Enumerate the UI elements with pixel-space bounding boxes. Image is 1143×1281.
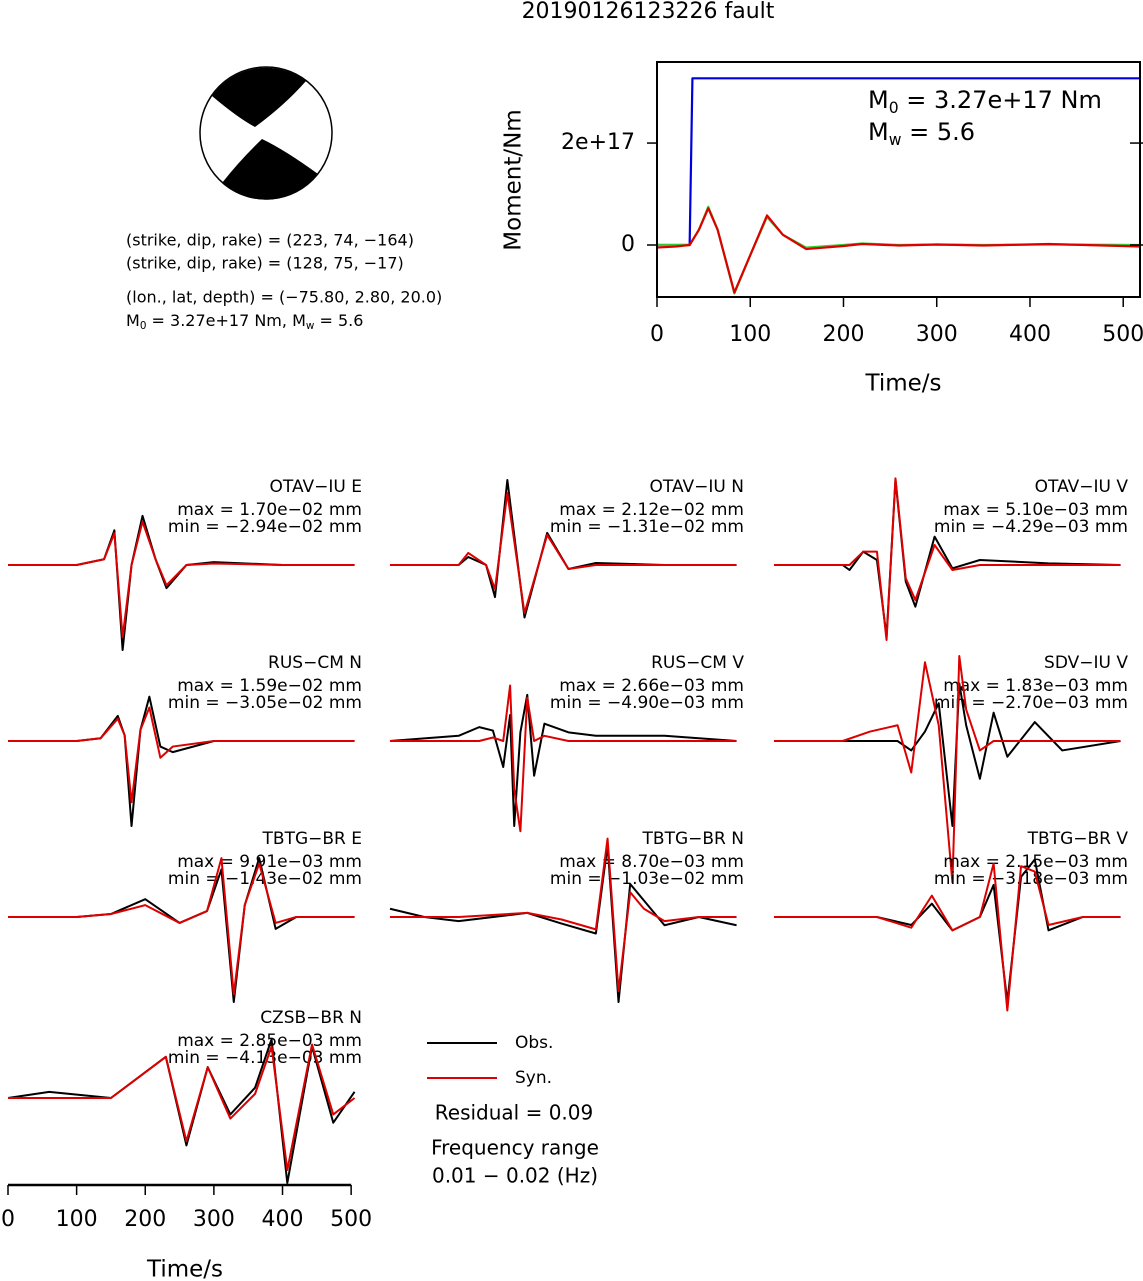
mechanism-text: (strike, dip, rake) = (223, 74, −164) <box>126 231 414 250</box>
synthetic-trace <box>8 857 355 996</box>
subscript: 0 <box>140 320 147 332</box>
station-label: TBTG−BR V <box>1027 829 1129 849</box>
min-label: min = −2.70e−03 mm <box>934 693 1128 713</box>
subscript: w <box>889 131 902 149</box>
text-part: M <box>868 118 889 146</box>
synthetic-trace <box>8 520 355 639</box>
max-label: max = 9.91e−03 mm <box>177 852 362 872</box>
mechanism-moment: M0 = 3.27e+17 Nm, Mw = 5.6 <box>126 311 363 332</box>
beachball-compression <box>222 139 318 200</box>
text-part: M <box>868 86 889 114</box>
synthetic-trace <box>8 1043 356 1172</box>
text-part: = 5.6 <box>314 311 363 330</box>
x-tick-label: 100 <box>729 322 771 347</box>
plot-frame <box>656 61 1141 298</box>
x-tick-label: 500 <box>330 1207 372 1232</box>
residual: Residual = 0.09 <box>435 1101 593 1125</box>
moment-annotation: Mw = 5.6 <box>868 118 975 149</box>
x-tick-label: 300 <box>193 1207 235 1232</box>
synthetic-trace <box>8 706 355 804</box>
frequency-title: Frequency range <box>431 1136 599 1160</box>
x-tick-label: 300 <box>916 322 958 347</box>
subscript: w <box>306 320 315 332</box>
max-label: max = 5.10e−03 mm <box>943 500 1128 520</box>
min-label: min = −3.05e−02 mm <box>168 693 362 713</box>
x-tick-label: 0 <box>650 322 664 347</box>
min-label: min = −2.94e−02 mm <box>168 517 362 537</box>
max-label: max = 2.12e−02 mm <box>559 500 744 520</box>
y-axis-label: Moment/Nm <box>501 109 527 250</box>
mechanism-text: (strike, dip, rake) = (128, 75, −17) <box>126 254 404 273</box>
min-label: min = −4.90e−03 mm <box>550 693 744 713</box>
max-label: max = 1.59e−02 mm <box>177 676 362 696</box>
synthetic-trace <box>390 491 737 615</box>
synthetic-trace <box>774 862 1121 1012</box>
min-label: min = −4.29e−03 mm <box>934 517 1128 537</box>
station-label: OTAV−IU N <box>650 477 744 497</box>
station-label: OTAV−IU V <box>1035 477 1129 497</box>
legend-label: Obs. <box>515 1033 553 1053</box>
beachball <box>199 66 333 200</box>
y-tick-label: 0 <box>621 232 635 257</box>
min-label: min = −3.18e−03 mm <box>934 869 1128 889</box>
min-label: min = −1.03e−02 mm <box>550 869 744 889</box>
text-part: = 3.27e+17 Nm, M <box>146 311 305 330</box>
subscript: 0 <box>889 99 899 117</box>
x-tick-label: 200 <box>822 322 864 347</box>
station-label: TBTG−BR E <box>262 829 362 849</box>
max-label: max = 1.70e−02 mm <box>177 500 362 520</box>
max-label: max = 2.66e−03 mm <box>559 676 744 696</box>
x-tick-label: 200 <box>124 1207 166 1232</box>
synthetic-trace <box>774 655 1121 884</box>
station-label: RUS−CM N <box>268 653 362 673</box>
station-label: TBTG−BR N <box>642 829 744 849</box>
moment-curve <box>656 207 1141 294</box>
x-axis-label: Time/s <box>146 1257 223 1281</box>
station-label: OTAV−IU E <box>270 477 362 497</box>
max-label: max = 2.85e−03 mm <box>177 1031 362 1051</box>
text-part: = 5.6 <box>901 118 975 146</box>
station-label: RUS−CM V <box>651 653 744 673</box>
legend-label: Syn. <box>515 1068 552 1088</box>
x-tick-label: 100 <box>56 1207 98 1232</box>
moment-annotation: M0 = 3.27e+17 Nm <box>868 86 1102 117</box>
frequency-range: 0.01 − 0.02 (Hz) <box>432 1164 598 1188</box>
text-part: M <box>126 311 140 330</box>
x-tick-label: 0 <box>1 1207 15 1232</box>
mechanism-text: (lon., lat, depth) = (−75.80, 2.80, 20.0… <box>126 288 442 307</box>
min-label: min = −1.31e−02 mm <box>550 517 744 537</box>
observed-trace <box>389 693 737 827</box>
observed-trace <box>774 858 1121 1003</box>
synthetic-trace <box>774 477 1121 641</box>
figure-title: 20190126123226 fault <box>522 0 775 24</box>
x-tick-label: 500 <box>1102 322 1143 347</box>
beachball-compression <box>212 67 306 127</box>
x-axis-label: Time/s <box>864 371 941 397</box>
synthetic-trace <box>390 837 737 993</box>
y-tick-label: 2e+17 <box>561 130 635 155</box>
max-label: max = 1.83e−03 mm <box>943 676 1128 696</box>
moment-curve <box>657 205 1141 295</box>
station-label: CZSB−BR N <box>260 1008 362 1028</box>
station-label: SDV−IU V <box>1044 653 1128 673</box>
observed-trace <box>8 695 355 827</box>
x-tick-label: 400 <box>1009 322 1051 347</box>
synthetic-trace <box>390 684 737 833</box>
x-tick-label: 400 <box>262 1207 304 1232</box>
text-part: = 3.27e+17 Nm <box>899 86 1102 114</box>
